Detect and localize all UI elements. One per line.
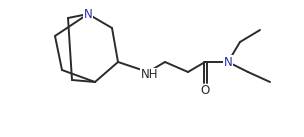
Text: NH: NH [141, 68, 159, 82]
Text: O: O [200, 85, 210, 98]
Text: N: N [224, 55, 232, 68]
Text: N: N [84, 8, 92, 21]
